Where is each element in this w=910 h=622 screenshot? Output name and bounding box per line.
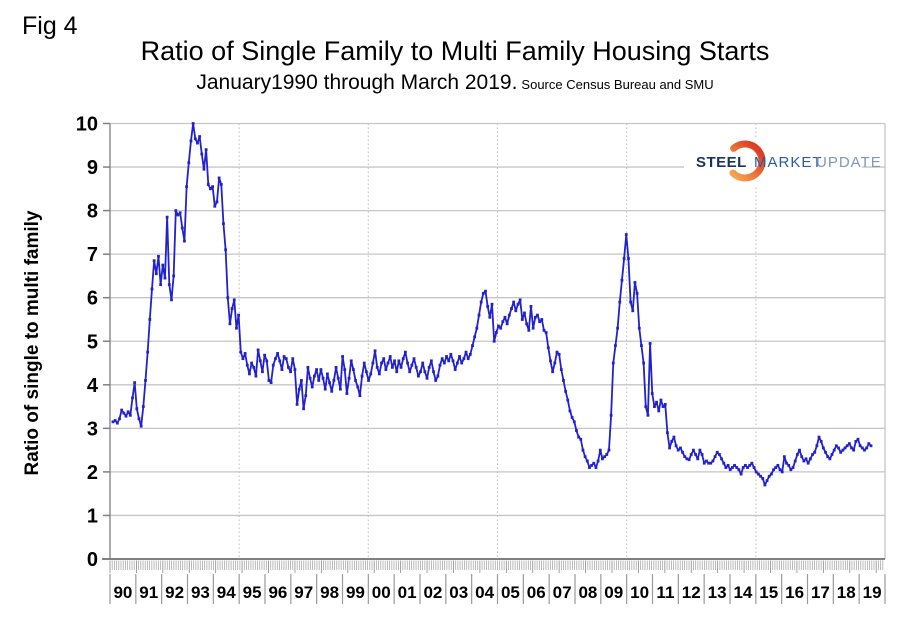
svg-text:0: 0 <box>87 549 98 571</box>
svg-text:05: 05 <box>501 583 520 602</box>
svg-text:98: 98 <box>320 583 339 602</box>
svg-text:99: 99 <box>346 583 365 602</box>
logo-steel-text: STEEL <box>696 154 747 171</box>
logo-update-text: UPDATE <box>816 154 882 171</box>
svg-text:00: 00 <box>372 583 391 602</box>
svg-text:13: 13 <box>708 583 727 602</box>
x-axis-year-labels: 90 91 92 93 94 95 96 97 98 99 00 01 02 03 04 05 06 07 08 09… <box>109 574 886 604</box>
svg-text:97: 97 <box>294 583 313 602</box>
svg-text:06: 06 <box>527 583 546 602</box>
smu-logo: STEEL MARKET UPDATE <box>684 138 881 185</box>
chart-title: Ratio of Single Family to Multi Family H… <box>140 36 770 66</box>
svg-text:9: 9 <box>87 157 98 179</box>
svg-text:6: 6 <box>87 288 98 310</box>
svg-text:7: 7 <box>87 244 98 266</box>
svg-text:2: 2 <box>87 462 98 484</box>
gridlines <box>110 122 885 559</box>
logo-market-text: MARKET <box>754 154 823 171</box>
y-axis-ticks: 0 1 2 3 4 5 6 7 8 9 10 <box>76 114 110 571</box>
svg-text:94: 94 <box>217 583 236 602</box>
subtitle-date-range: January1990 through March 2019. <box>196 71 518 94</box>
svg-text:95: 95 <box>243 583 262 602</box>
chart-subtitle: January1990 through March 2019. Source Ce… <box>0 71 910 95</box>
svg-text:04: 04 <box>475 583 494 602</box>
logo-crescent-icon <box>724 140 766 182</box>
svg-text:11: 11 <box>656 583 674 602</box>
svg-text:16: 16 <box>785 583 804 602</box>
svg-text:92: 92 <box>165 583 184 602</box>
svg-text:93: 93 <box>191 583 210 602</box>
source-note: Source Census Bureau and SMU <box>521 77 714 92</box>
chart-line-markers <box>111 122 873 487</box>
svg-text:91: 91 <box>139 583 158 602</box>
svg-text:10: 10 <box>630 583 649 602</box>
svg-text:15: 15 <box>759 583 778 602</box>
figure-number: Fig 4 <box>22 12 78 40</box>
svg-text:01: 01 <box>398 583 417 602</box>
svg-text:17: 17 <box>811 583 830 602</box>
svg-text:19: 19 <box>863 583 882 602</box>
svg-text:09: 09 <box>604 583 623 602</box>
svg-text:5: 5 <box>87 331 98 353</box>
svg-text:07: 07 <box>553 583 572 602</box>
svg-text:10: 10 <box>76 114 98 136</box>
svg-text:02: 02 <box>423 583 442 602</box>
svg-text:12: 12 <box>682 583 701 602</box>
svg-text:14: 14 <box>733 583 752 602</box>
svg-text:3: 3 <box>87 418 98 440</box>
svg-text:03: 03 <box>449 583 468 602</box>
svg-text:1: 1 <box>87 505 98 527</box>
svg-text:90: 90 <box>113 583 132 602</box>
svg-text:08: 08 <box>578 583 597 602</box>
svg-text:18: 18 <box>837 583 856 602</box>
svg-text:8: 8 <box>87 201 98 223</box>
svg-text:4: 4 <box>87 375 99 397</box>
month-tick-comb <box>109 560 884 573</box>
svg-text:96: 96 <box>268 583 287 602</box>
